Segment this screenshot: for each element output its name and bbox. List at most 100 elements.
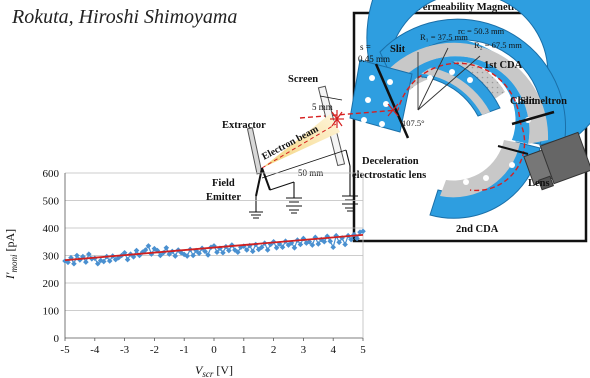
data-point (148, 251, 155, 257)
analyzer-upper-inner (390, 42, 549, 144)
data-point (172, 253, 179, 259)
x-tick-label: -4 (90, 344, 100, 356)
data-point (205, 252, 211, 258)
dim-5mm-line (319, 95, 343, 101)
lens-label: Lens (528, 178, 550, 189)
data-point (157, 252, 164, 259)
current-chart: 0 100 200 300 400 500 600 -5 -4 -3 -2 -1 0 1 2 3 4 5 Vscr… (3, 168, 366, 378)
author-line: Rokuta, Hiroshi Shimoyama (12, 6, 238, 28)
data-point (220, 249, 226, 256)
r2-label: R₂ = 67.5 mm (474, 40, 522, 50)
r1-label: R₁ = 37.5 mm (420, 32, 468, 42)
data-point (300, 235, 307, 242)
data-point (327, 238, 334, 244)
x-axis-label: Vscr [V] (195, 363, 233, 378)
deceleration-label: Deceleration (362, 156, 419, 167)
data-point (235, 249, 241, 255)
data-point (130, 254, 137, 260)
lens-holes (361, 69, 531, 185)
x-tick-label: 3 (301, 344, 307, 356)
data-point (246, 242, 253, 249)
data-point (115, 254, 122, 261)
extractor-label: Extractor (222, 120, 266, 131)
spark-icon (330, 103, 399, 128)
data-point (86, 251, 92, 257)
data-point (330, 244, 336, 251)
y-axis-label: I'moni [pA] (3, 229, 19, 280)
exit-slit (511, 110, 555, 126)
y-tick-label: 200 (43, 278, 60, 290)
lower-slit (497, 145, 529, 155)
x-tick-label: -1 (180, 344, 189, 356)
data-point (291, 245, 298, 251)
data-point (357, 229, 363, 235)
apparatus-diagram: High-Permeability Magnetic Shield (206, 0, 590, 243)
analyzer-core (396, 56, 530, 144)
data-point (279, 244, 286, 251)
data-point (348, 236, 354, 243)
chart-axes: 0 100 200 300 400 500 600 -5 -4 -3 -2 -1 0 1 2 3 4 5 (43, 168, 367, 356)
data-point (142, 247, 149, 253)
gap-label-s: s = (360, 42, 371, 52)
data-point (202, 248, 208, 255)
x-tick-label: 0 (211, 344, 217, 356)
data-point (217, 245, 223, 252)
data-point (100, 258, 107, 265)
data-point (336, 239, 342, 246)
data-point (354, 235, 360, 242)
analyzer-lower-inner (440, 140, 520, 198)
entrance-slit (374, 63, 410, 139)
data-point (139, 249, 146, 255)
data-point (214, 249, 220, 255)
second-cda-label: 2nd CDA (456, 224, 499, 235)
y-tick-label: 0 (54, 333, 60, 345)
data-point (181, 251, 187, 258)
data-point (264, 247, 271, 253)
x-tick-label: 4 (330, 344, 336, 356)
data-point (309, 242, 316, 248)
screen-label: Screen (288, 74, 318, 85)
electron-trajectory (299, 62, 526, 192)
rc-label: rᴄ = 50.3 mm (458, 26, 505, 36)
data-point (333, 232, 339, 239)
data-point (229, 242, 235, 248)
data-point (83, 259, 89, 265)
data-point (184, 253, 190, 259)
x-tick-label: 5 (360, 344, 366, 356)
data-point (226, 247, 232, 254)
beam-axis (261, 123, 337, 169)
data-point (106, 258, 113, 264)
electrostatic-lens-label: electrostatic lens (352, 170, 426, 181)
y-tick-label: 400 (43, 223, 60, 235)
channeltron-label: Channeltron (510, 96, 567, 107)
chart-series (62, 228, 366, 267)
y-tick-label: 300 (43, 251, 60, 263)
x-tick-label: -2 (150, 344, 159, 356)
data-point (241, 243, 247, 249)
channeltron (523, 131, 590, 191)
data-point (74, 252, 80, 259)
data-point (163, 245, 170, 251)
trend-line (64, 234, 364, 262)
data-point (249, 248, 256, 255)
data-point (255, 246, 262, 253)
first-cda-label: 1st CDA (484, 60, 523, 71)
field-label: Field (212, 178, 235, 189)
data-point (190, 252, 196, 259)
data-point (166, 251, 173, 257)
shield-label: High-Permeability Magnetic Shield (391, 2, 550, 13)
electron-beam (262, 114, 340, 168)
ground-symbols (249, 149, 358, 219)
data-point (315, 241, 322, 247)
slit-right-label: Slit (520, 96, 536, 107)
slit-left-label: Slit (390, 44, 406, 55)
extractor-plate (246, 127, 263, 175)
data-point (321, 238, 328, 245)
x-tick-label: 1 (241, 344, 247, 356)
data-point (360, 228, 366, 235)
x-tick-label: -5 (60, 344, 70, 356)
data-point (124, 256, 131, 263)
x-tick-label: -3 (120, 344, 130, 356)
data-point (154, 247, 161, 254)
